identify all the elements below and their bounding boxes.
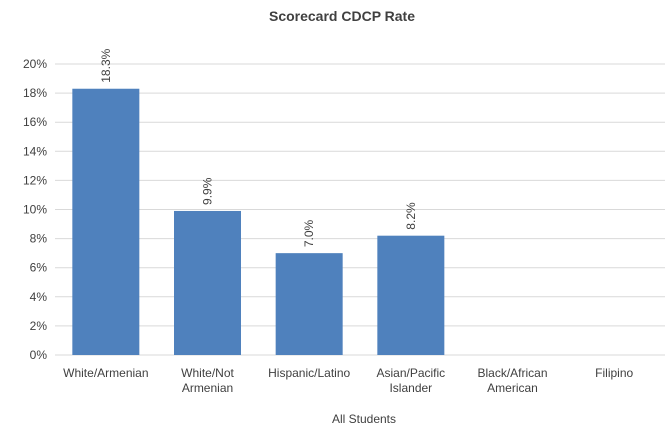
y-tick-label: 18% [23, 86, 47, 100]
bars [72, 88, 445, 356]
bar [174, 210, 241, 355]
y-tick-label: 20% [23, 57, 47, 71]
data-label: 18.3% [99, 48, 113, 82]
y-tick-label: 16% [23, 115, 47, 129]
bar [377, 235, 445, 355]
data-label: 9.9% [201, 177, 215, 205]
category-label: Hispanic/Latino [268, 366, 350, 380]
y-tick-label: 2% [30, 319, 48, 333]
data-label: 7.0% [302, 219, 316, 247]
category-label: Islander [389, 381, 432, 395]
x-axis-title: All Students [332, 412, 396, 426]
category-label: White/Armenian [63, 366, 148, 380]
category-label: Black/African [477, 366, 547, 380]
y-tick-label: 12% [23, 173, 47, 187]
y-tick-label: 10% [23, 203, 47, 217]
y-tick-label: 6% [30, 261, 48, 275]
chart-title: Scorecard CDCP Rate [269, 8, 415, 24]
data-label: 8.2% [404, 202, 418, 230]
y-tick-label: 0% [30, 348, 48, 362]
gridlines [55, 63, 665, 356]
y-tick-label: 8% [30, 232, 48, 246]
data-labels: 18.3% 9.9% 7.0% 8.2% [99, 48, 418, 247]
y-axis-ticks: 0% 2% 4% 6% 8% 10% 12% 14% 16% 18% 20% [23, 57, 47, 362]
bar [72, 88, 140, 356]
y-tick-label: 14% [23, 144, 47, 158]
category-label: White/Not [181, 366, 234, 380]
category-label: Armenian [182, 381, 233, 395]
category-label: Filipino [595, 366, 633, 380]
category-label: American [487, 381, 538, 395]
bar [275, 253, 343, 355]
y-tick-label: 4% [30, 290, 48, 304]
category-label: Asian/Pacific [376, 366, 445, 380]
